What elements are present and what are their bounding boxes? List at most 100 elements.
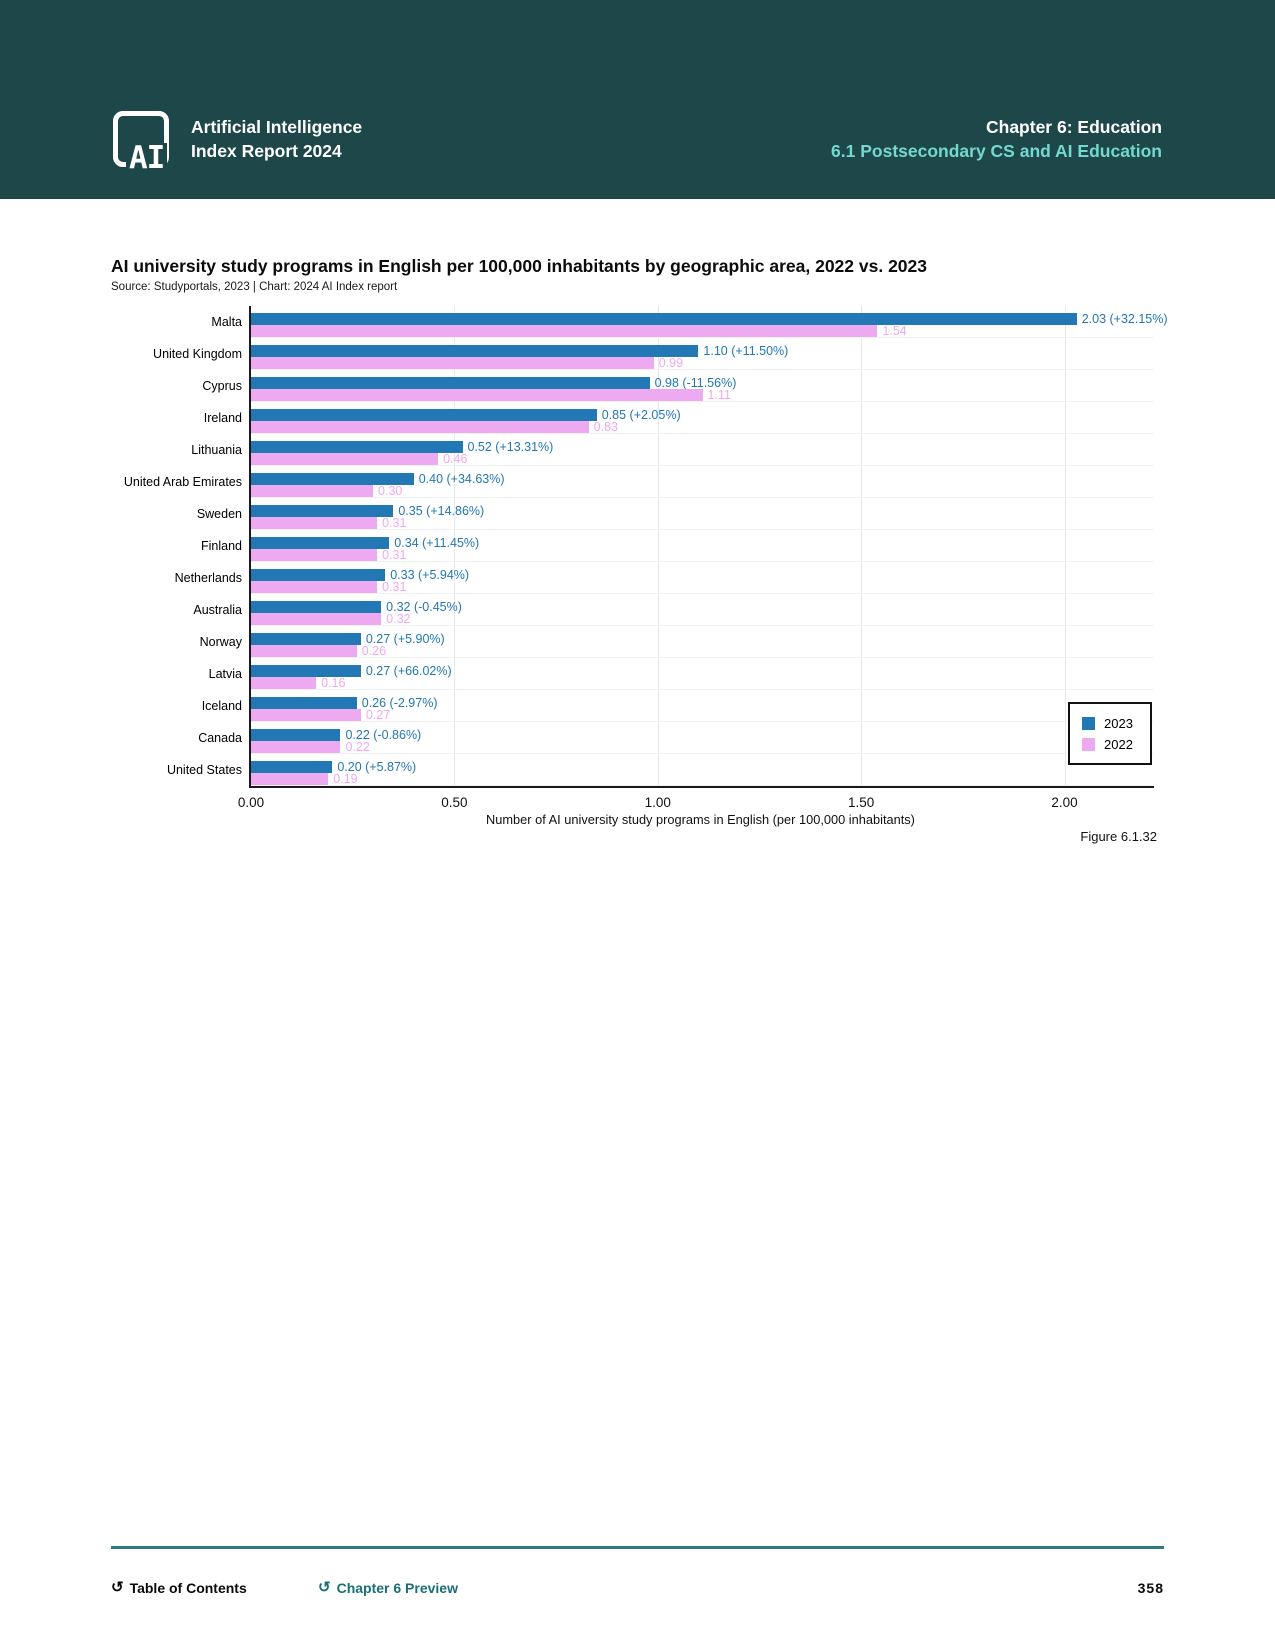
chapter-preview-label: Chapter 6 Preview: [336, 1580, 458, 1596]
category-label: Iceland: [201, 698, 242, 713]
ai-index-logo-icon: AI: [113, 111, 169, 174]
chart-row: Cyprus 0.98 (-11.56%) 1.11: [202, 370, 1154, 402]
bar-2023: 0.52 (+13.31%): [251, 440, 553, 454]
chart-row: Ireland 0.85 (+2.05%) 0.83: [204, 402, 1154, 434]
section-title: 6.1 Postsecondary CS and AI Education: [831, 141, 1162, 161]
chart-row: United Arab Emirates 0.40 (+34.63%) 0.30: [124, 466, 1154, 498]
legend-swatch-2023-icon: [1082, 716, 1095, 730]
bar-2023: 0.20 (+5.87%): [251, 760, 416, 774]
bar-2023: 0.34 (+11.45%): [251, 536, 479, 550]
data-label-2022: 1.54: [882, 324, 907, 338]
chart-row: Iceland 0.26 (-2.97%) 0.27: [202, 690, 1154, 722]
legend-label-2023: 2023: [1104, 715, 1133, 731]
page-number: 358: [1137, 1580, 1164, 1596]
gridline: [657, 306, 659, 786]
bar-2023: 0.22 (-0.86%): [251, 728, 421, 742]
chart-row: Netherlands 0.33 (+5.94%) 0.31: [175, 562, 1154, 594]
brand-line-2: Index Report 2024: [191, 141, 342, 161]
bar-2022: 0.22: [251, 740, 370, 754]
bar-2022: 0.32: [251, 612, 411, 626]
data-label-2022: 0.16: [321, 676, 346, 690]
data-label-2023: 0.27 (+5.90%): [365, 632, 445, 646]
table-of-contents-label: Table of Contents: [129, 1580, 247, 1596]
data-label-2023: 2.03 (+32.15%): [1081, 312, 1168, 326]
category-label: Cyprus: [202, 378, 242, 393]
chapter-preview-link[interactable]: ↺ Chapter 6 Preview: [318, 1580, 458, 1597]
chart-row: United States 0.20 (+5.87%) 0.19: [167, 754, 1154, 786]
bar-2023: 0.40 (+34.63%): [251, 472, 505, 486]
chart-row: Sweden 0.35 (+14.86%) 0.31: [197, 498, 1154, 530]
bar-2022: 0.31: [251, 516, 406, 530]
chart-row: Norway 0.27 (+5.90%) 0.26: [200, 626, 1154, 658]
bar-2022: 0.31: [251, 580, 406, 594]
bar-2022: 0.26: [251, 644, 386, 658]
data-label-2023: 1.10 (+11.50%): [703, 344, 789, 358]
data-label-2022: 0.99: [658, 356, 684, 370]
x-tick-label: 1.00: [644, 795, 671, 810]
chart-row: Australia 0.32 (-0.45%) 0.32: [193, 594, 1154, 626]
chart-source: Source: Studyportals, 2023 | Chart: 2024…: [111, 281, 398, 293]
gridline: [454, 306, 456, 786]
bar-2022: 0.19: [251, 772, 358, 786]
bar-2022: 0.46: [251, 452, 467, 466]
category-label: Netherlands: [174, 570, 242, 585]
data-label-2022: 0.30: [378, 484, 403, 498]
data-label-2023: 0.20 (+5.87%): [337, 760, 417, 774]
data-label-2022: 0.83: [593, 420, 618, 434]
x-tick-label: 0.50: [441, 795, 468, 810]
bar-2023: 0.98 (-11.56%): [251, 376, 736, 390]
data-label-2023: 0.34 (+11.45%): [394, 536, 480, 550]
brand-title: Artificial Intelligence Index Report 202…: [191, 115, 362, 163]
legend-row-2023: 2023: [1082, 713, 1150, 733]
data-label-2022: 0.22: [345, 740, 370, 754]
category-label: United States: [166, 762, 242, 777]
category-label: Canada: [198, 730, 242, 745]
data-label-2023: 0.35 (+14.86%): [398, 504, 485, 518]
bar-2023: 0.32 (-0.45%): [251, 600, 462, 614]
data-label-2022: 0.31: [382, 516, 407, 530]
data-label-2022: 0.27: [365, 708, 391, 722]
data-label-2022: 0.31: [382, 580, 407, 594]
data-label-2023: 0.27 (+66.02%): [365, 664, 452, 678]
chart-row: Latvia 0.27 (+66.02%) 0.16: [209, 658, 1154, 690]
bar-2023: 0.27 (+5.90%): [251, 632, 445, 646]
bar-2023: 0.33 (+5.94%): [251, 568, 469, 582]
logo-ai-text: AI: [126, 143, 168, 174]
data-label-2023: 0.26 (-2.97%): [361, 696, 438, 710]
bar-2022: 0.83: [251, 420, 618, 434]
data-label-2023: 0.33 (+5.94%): [390, 568, 470, 582]
category-label: Norway: [199, 634, 242, 649]
bar-2023: 0.27 (+66.02%): [251, 664, 452, 678]
data-label-2023: 0.98 (-11.56%): [654, 376, 737, 390]
bar-2023: 2.03 (+32.15%): [251, 312, 1168, 326]
chart-title: AI university study programs in English …: [111, 256, 928, 276]
bar-2022: 0.30: [251, 484, 402, 498]
data-label-2023: 0.22 (-0.86%): [345, 728, 422, 742]
category-label: Sweden: [196, 506, 242, 521]
data-label-2023: 0.32 (-0.45%): [386, 600, 462, 614]
plot-area: Malta 2.03 (+32.15%) 1.54 United Kingdom 1.1…: [124, 306, 1168, 810]
data-label-2023: 0.52 (+13.31%): [467, 440, 554, 454]
brand-line-1: Artificial Intelligence: [191, 117, 363, 137]
header-chapter-block: Chapter 6: Education 6.1 Postsecondary C…: [831, 115, 1162, 163]
chapter-title: Chapter 6: Education: [986, 117, 1162, 137]
footer-divider: [111, 1546, 1164, 1549]
chart-row: United Kingdom 1.10 (+11.50%) 0.99: [153, 338, 1154, 370]
return-arrow-icon: ↺: [111, 1578, 124, 1596]
x-axis-title: Number of AI university study programs i…: [486, 812, 915, 827]
legend-swatch-2022-icon: [1082, 737, 1095, 751]
table-of-contents-link[interactable]: ↺ Table of Contents: [111, 1578, 247, 1597]
category-label: Finland: [201, 538, 242, 553]
x-tick-label: 1.50: [847, 795, 875, 810]
bar-2023: 1.10 (+11.50%): [251, 344, 788, 358]
data-label-2022: 0.32: [386, 612, 411, 626]
bar-2022: 1.54: [251, 324, 907, 338]
bar-2022: 0.27: [251, 708, 390, 722]
data-label-2022: 0.19: [333, 772, 358, 786]
bar-2023: 0.26 (-2.97%): [251, 696, 437, 710]
x-tick-label: 0.00: [237, 795, 265, 810]
data-label-2022: 0.46: [443, 452, 468, 466]
data-label-2023: 0.85 (+2.05%): [601, 408, 681, 422]
category-label: United Kingdom: [153, 346, 242, 361]
